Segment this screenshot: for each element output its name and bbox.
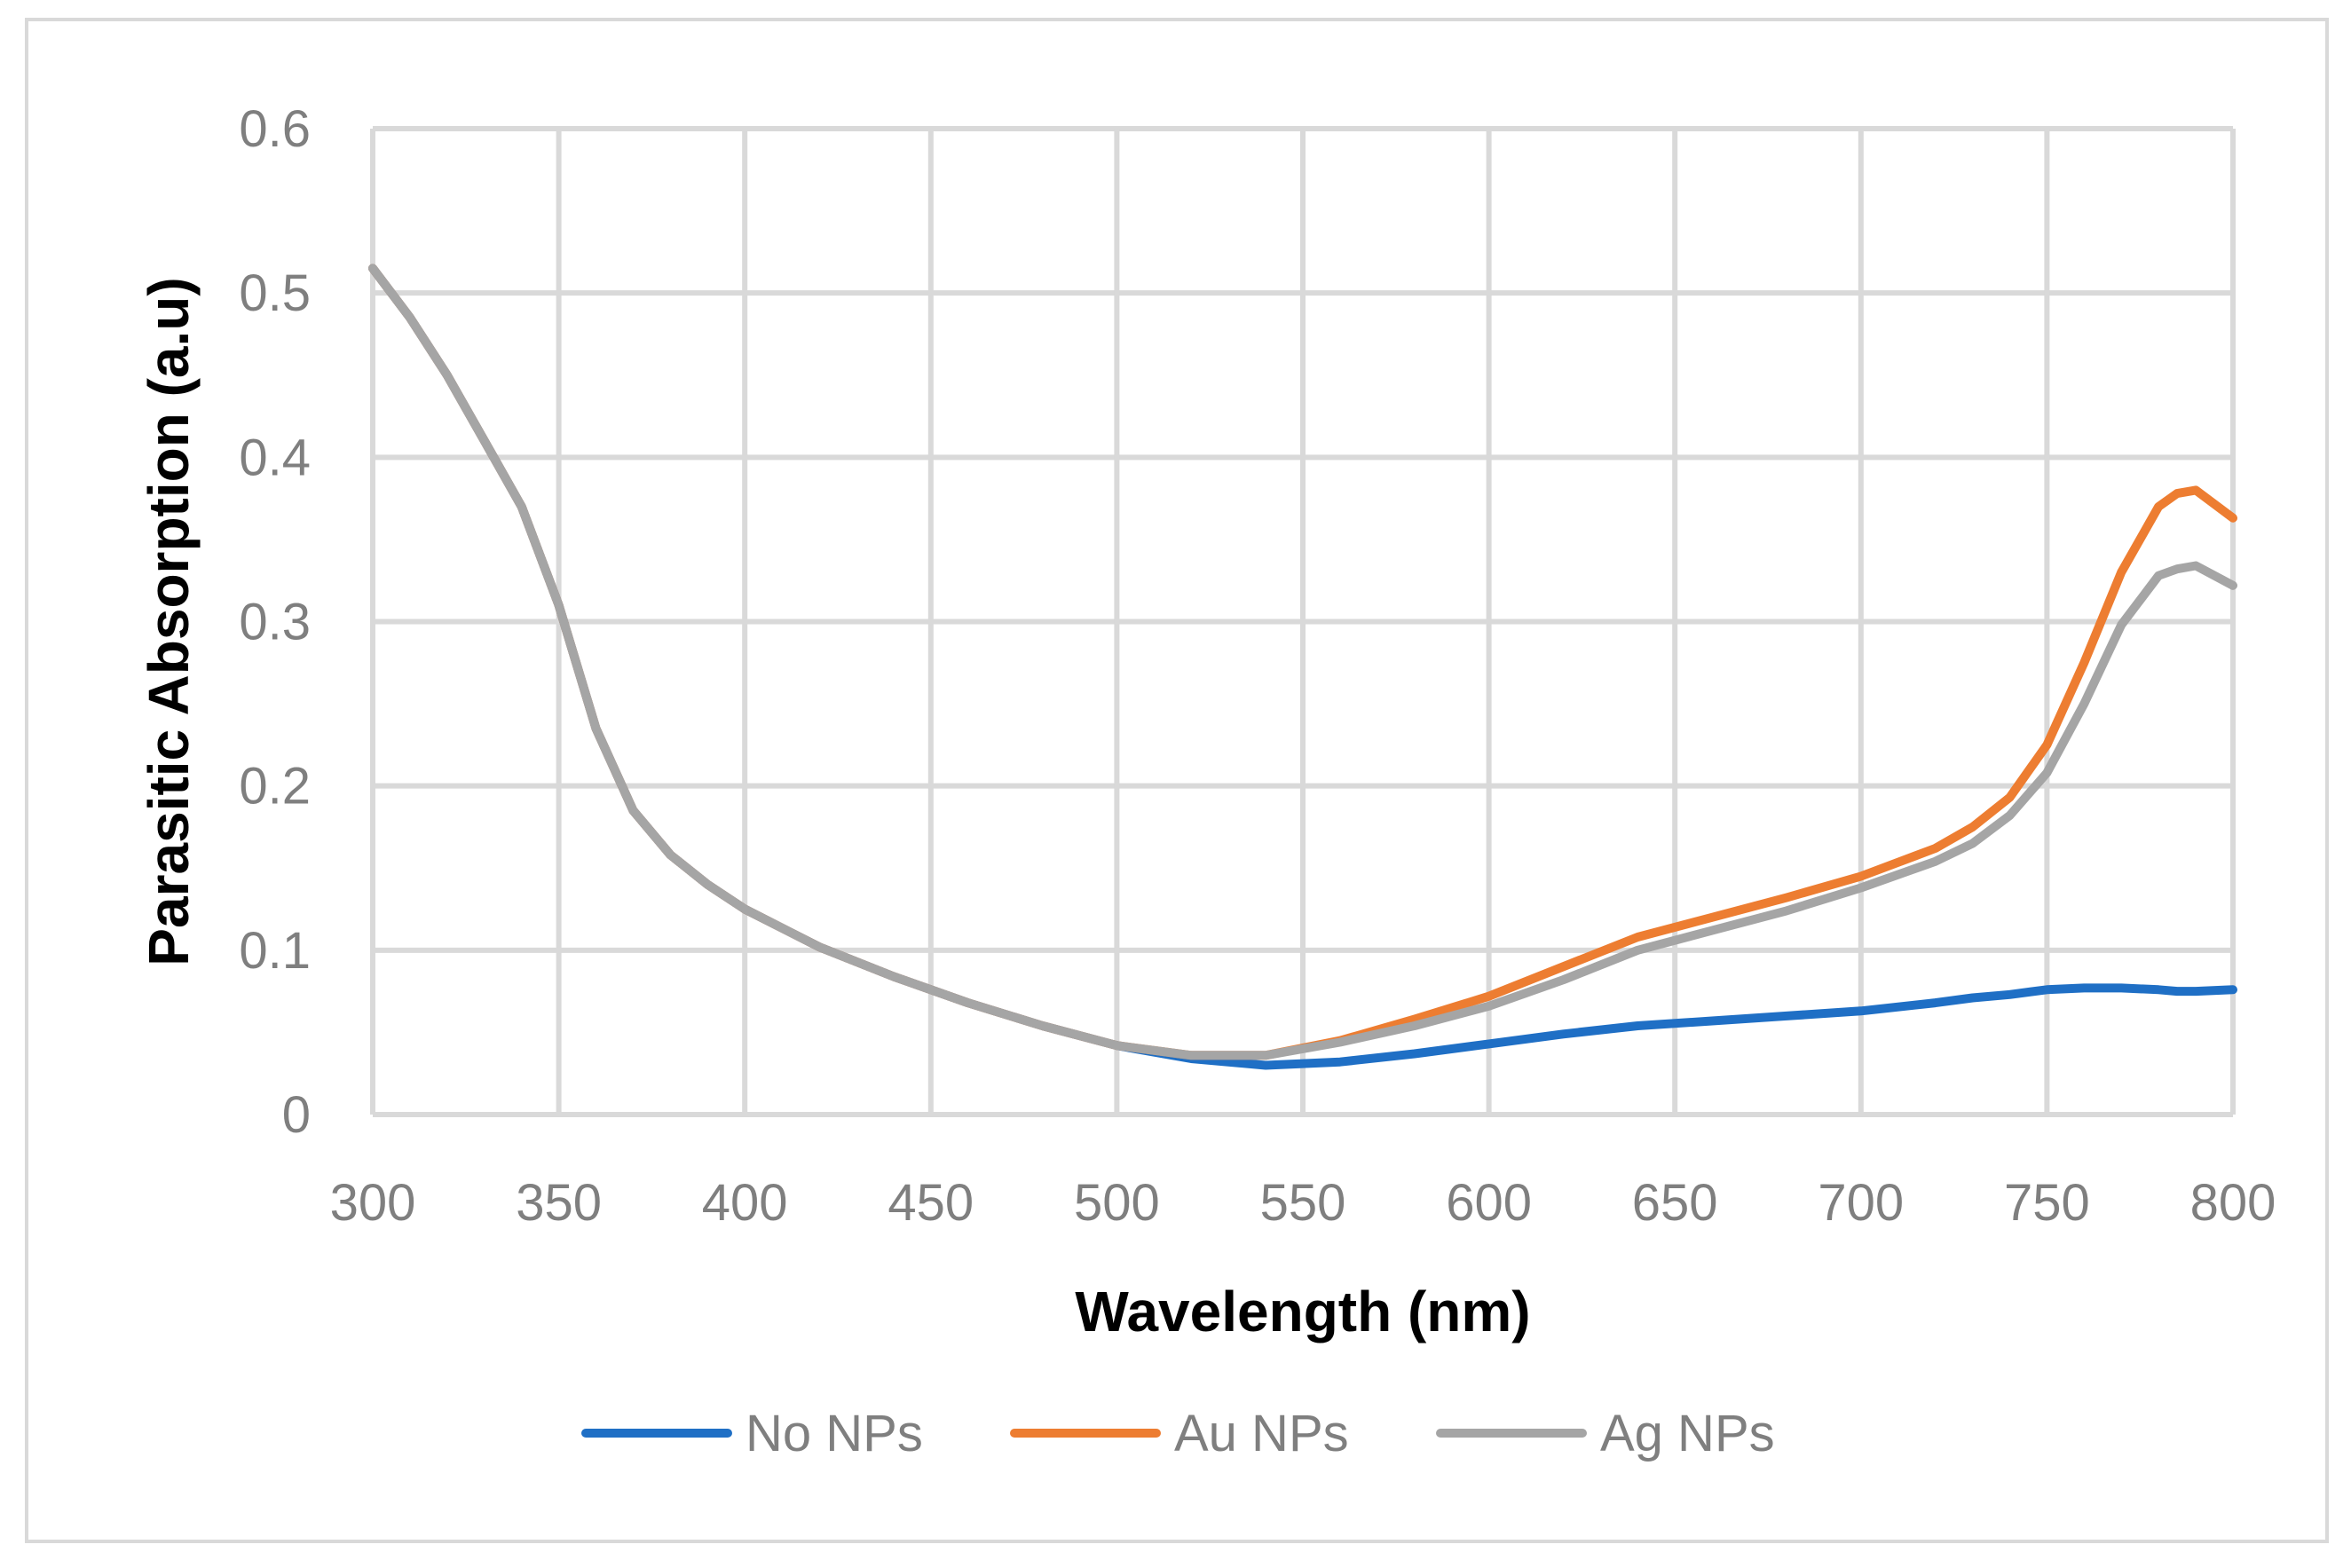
x-tick-label: 700 bbox=[1818, 1174, 1904, 1232]
series-lines bbox=[368, 264, 2237, 1070]
axes bbox=[370, 129, 2233, 1117]
x-tick-label: 400 bbox=[702, 1174, 788, 1232]
x-tick-label: 800 bbox=[2190, 1174, 2276, 1232]
x-tick-label: 300 bbox=[330, 1174, 416, 1232]
x-tick-label: 600 bbox=[1446, 1174, 1532, 1232]
tick-labels: 0 0.1 0.2 0.3 0.4 0.5 0.6 300 350 400 450 500 550 600… bbox=[239, 100, 2276, 1232]
y-tick-label: 0.6 bbox=[239, 100, 311, 158]
legend: No NPs Au NPs Ag NPs bbox=[581, 1405, 1775, 1462]
y-tick-label: 0 bbox=[282, 1086, 311, 1144]
y-axis-title: Parasitic Absorption (a.u) bbox=[137, 277, 201, 965]
y-tick-label: 0.4 bbox=[239, 429, 311, 486]
x-tick-label: 500 bbox=[1074, 1174, 1160, 1232]
x-axis-title: Wavelength (nm) bbox=[1075, 1280, 1530, 1343]
x-tick-label: 650 bbox=[1632, 1174, 1718, 1232]
x-tick-label: 550 bbox=[1260, 1174, 1346, 1232]
chart-border bbox=[25, 18, 2329, 1543]
legend-label-ag-nps: Ag NPs bbox=[1600, 1405, 1775, 1462]
legend-label-au-nps: Au NPs bbox=[1174, 1405, 1349, 1462]
legend-label-no-nps: No NPs bbox=[746, 1405, 923, 1462]
y-tick-label: 0.2 bbox=[239, 758, 311, 816]
x-tick-label: 450 bbox=[888, 1174, 974, 1232]
y-tick-label: 0.1 bbox=[239, 922, 311, 980]
y-tick-label: 0.3 bbox=[239, 594, 311, 651]
x-tick-label: 750 bbox=[2004, 1174, 2090, 1232]
y-tick-label: 0.5 bbox=[239, 264, 311, 322]
series-line-ag-nps bbox=[368, 264, 2237, 1060]
x-tick-label: 350 bbox=[516, 1174, 602, 1232]
